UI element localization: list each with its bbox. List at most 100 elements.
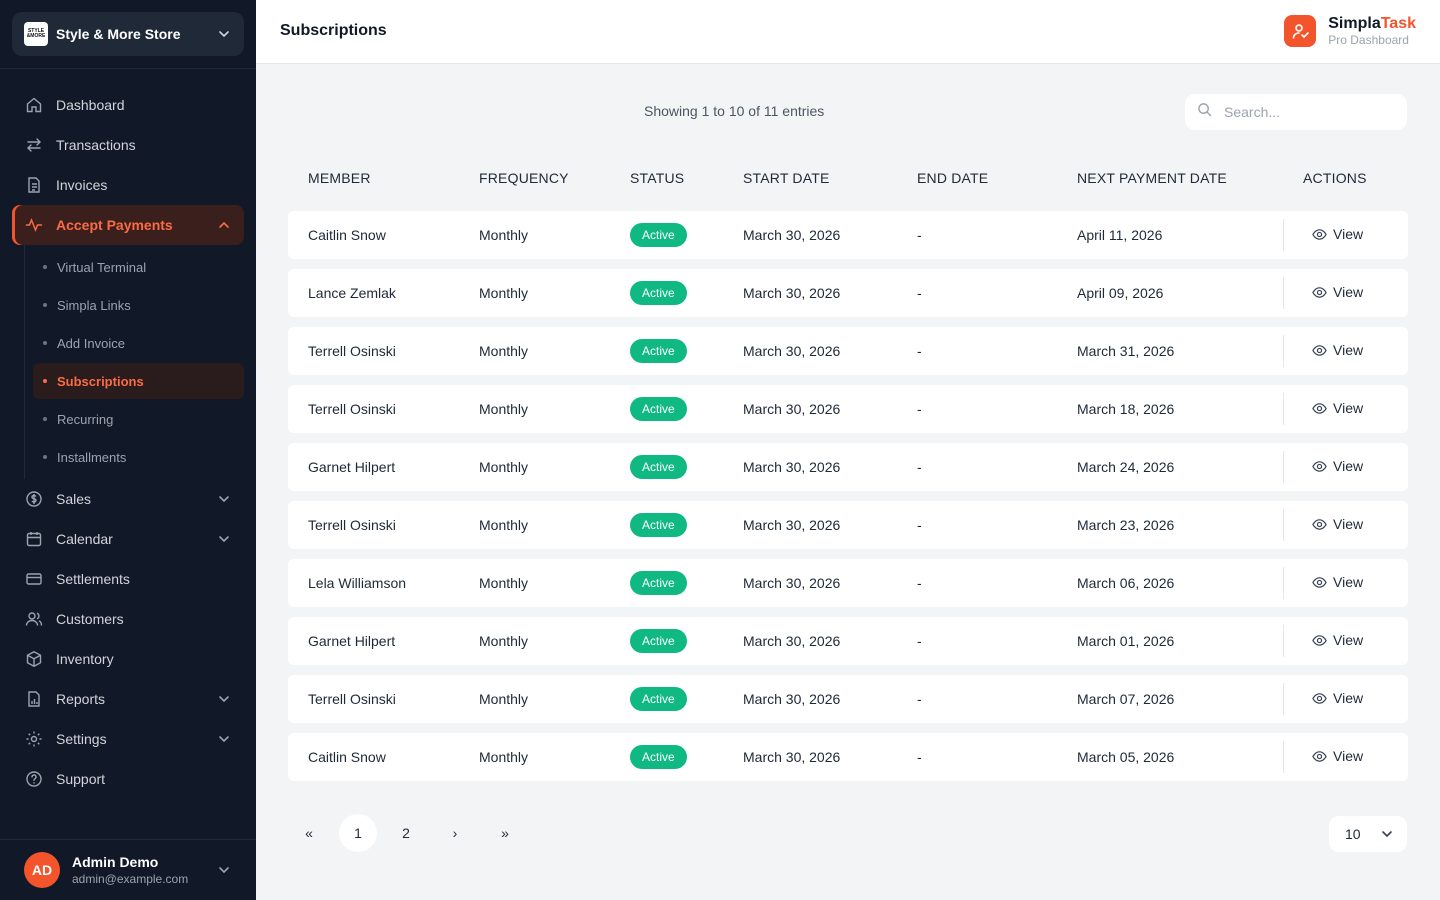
- cell-start-date: March 30, 2026: [743, 691, 841, 707]
- home-icon: [24, 95, 44, 115]
- view-button[interactable]: View: [1312, 574, 1363, 590]
- next-page-button[interactable]: ›: [452, 825, 458, 841]
- table-row: Garnet Hilpert Monthly Active March 30, …: [288, 443, 1408, 491]
- sidebar-item-sales[interactable]: Sales: [12, 479, 244, 519]
- subscriptions-table: Caitlin Snow Monthly Active March 30, 20…: [288, 211, 1408, 791]
- sidebar-item-dashboard[interactable]: Dashboard: [12, 85, 244, 125]
- column-header-end-date[interactable]: END DATE: [917, 170, 989, 186]
- view-button[interactable]: View: [1312, 342, 1363, 358]
- sidebar-item-label: Sales: [56, 491, 92, 507]
- cell-start-date: March 30, 2026: [743, 285, 841, 301]
- sidebar-item-support[interactable]: Support: [12, 759, 244, 799]
- eye-icon: [1312, 633, 1327, 648]
- actions-divider: [1283, 393, 1284, 425]
- top-header: Subscriptions SimplaTask Pro Dashboard: [256, 0, 1440, 64]
- sidebar-item-settlements[interactable]: Settlements: [12, 559, 244, 599]
- search-box: [1185, 94, 1407, 130]
- document-icon: [24, 175, 44, 195]
- chevron-down-icon: [216, 731, 232, 747]
- actions-divider: [1283, 335, 1284, 367]
- status-badge: Active: [630, 397, 687, 421]
- user-info: Admin Demo admin@example.com: [72, 854, 216, 886]
- sidebar-item-transactions[interactable]: Transactions: [12, 125, 244, 165]
- column-header-member[interactable]: MEMBER: [308, 170, 371, 186]
- cell-end-date: -: [917, 401, 922, 417]
- chevron-down-icon: [216, 26, 232, 42]
- sidebar-item-calendar[interactable]: Calendar: [12, 519, 244, 559]
- search-input[interactable]: [1224, 104, 1384, 120]
- sidebar-item-customers[interactable]: Customers: [12, 599, 244, 639]
- column-header-start-date[interactable]: START DATE: [743, 170, 830, 186]
- column-header-next-payment-date[interactable]: NEXT PAYMENT DATE: [1077, 170, 1227, 186]
- cell-frequency: Monthly: [479, 401, 529, 417]
- status-badge: Active: [630, 513, 687, 537]
- page-button-2[interactable]: 2: [402, 825, 410, 841]
- status-badge: Active: [630, 223, 687, 247]
- cell-start-date: March 30, 2026: [743, 343, 841, 359]
- column-header-actions: ACTIONS: [1303, 170, 1367, 186]
- accept-payments-submenu: Virtual Terminal Simpla Links Add Invoic…: [24, 245, 244, 479]
- cell-member: Terrell Osinski: [308, 343, 396, 359]
- sidebar-item-label: Customers: [56, 611, 124, 627]
- view-button[interactable]: View: [1312, 458, 1363, 474]
- eye-icon: [1312, 227, 1327, 242]
- view-button[interactable]: View: [1312, 284, 1363, 300]
- sidebar-subitem-add-invoice[interactable]: Add Invoice: [33, 325, 244, 361]
- sidebar-item-accept-payments[interactable]: Accept Payments: [12, 205, 244, 245]
- table-row: Lance Zemlak Monthly Active March 30, 20…: [288, 269, 1408, 317]
- sidebar-item-settings[interactable]: Settings: [12, 719, 244, 759]
- sidebar-item-inventory[interactable]: Inventory: [12, 639, 244, 679]
- gear-icon: [24, 729, 44, 749]
- cell-start-date: March 30, 2026: [743, 633, 841, 649]
- last-page-button[interactable]: »: [501, 825, 509, 841]
- sidebar-item-label: Settlements: [56, 571, 130, 587]
- help-circle-icon: [24, 769, 44, 789]
- cell-frequency: Monthly: [479, 459, 529, 475]
- cell-start-date: March 30, 2026: [743, 459, 841, 475]
- page-button-1[interactable]: 1: [339, 814, 377, 852]
- cell-member: Terrell Osinski: [308, 401, 396, 417]
- eye-icon: [1312, 749, 1327, 764]
- view-button[interactable]: View: [1312, 226, 1363, 242]
- status-badge: Active: [630, 455, 687, 479]
- sidebar-subitem-recurring[interactable]: Recurring: [33, 401, 244, 437]
- status-badge: Active: [630, 281, 687, 305]
- first-page-button[interactable]: «: [305, 825, 313, 841]
- sidebar-subitem-installments[interactable]: Installments: [33, 439, 244, 475]
- sidebar-item-label: Accept Payments: [56, 217, 173, 233]
- sidebar-item-reports[interactable]: Reports: [12, 679, 244, 719]
- cell-start-date: March 30, 2026: [743, 749, 841, 765]
- cell-member: Terrell Osinski: [308, 517, 396, 533]
- table-row: Lela Williamson Monthly Active March 30,…: [288, 559, 1408, 607]
- users-icon: [24, 609, 44, 629]
- sidebar-subitem-virtual-terminal[interactable]: Virtual Terminal: [33, 249, 244, 285]
- cell-end-date: -: [917, 343, 922, 359]
- column-header-status[interactable]: STATUS: [630, 170, 685, 186]
- view-label: View: [1333, 342, 1364, 358]
- cell-next-payment-date: March 06, 2026: [1077, 575, 1175, 591]
- column-header-frequency[interactable]: FREQUENCY: [479, 170, 569, 186]
- cell-member: Garnet Hilpert: [308, 459, 396, 475]
- sidebar-subitem-simpla-links[interactable]: Simpla Links: [33, 287, 244, 323]
- actions-divider: [1283, 567, 1284, 599]
- cell-frequency: Monthly: [479, 285, 529, 301]
- view-button[interactable]: View: [1312, 690, 1363, 706]
- table-row: Terrell Osinski Monthly Active March 30,…: [288, 675, 1408, 723]
- view-button[interactable]: View: [1312, 748, 1363, 764]
- cell-next-payment-date: March 31, 2026: [1077, 343, 1175, 359]
- sidebar-item-label: Calendar: [56, 531, 113, 547]
- status-badge: Active: [630, 745, 687, 769]
- user-menu[interactable]: AD Admin Demo admin@example.com: [0, 839, 256, 900]
- view-label: View: [1333, 690, 1364, 706]
- view-button[interactable]: View: [1312, 632, 1363, 648]
- sidebar-item-invoices[interactable]: Invoices: [12, 165, 244, 205]
- view-button[interactable]: View: [1312, 400, 1363, 416]
- view-button[interactable]: View: [1312, 516, 1363, 532]
- chevron-down-icon: [216, 862, 232, 878]
- calendar-icon: [24, 529, 44, 549]
- table-row: Terrell Osinski Monthly Active March 30,…: [288, 501, 1408, 549]
- sidebar-subitem-subscriptions[interactable]: Subscriptions: [33, 363, 244, 399]
- store-switcher[interactable]: STYLE &MORE Style & More Store: [12, 12, 244, 56]
- user-name: Admin Demo: [72, 854, 159, 870]
- per-page-select[interactable]: 10: [1329, 816, 1407, 852]
